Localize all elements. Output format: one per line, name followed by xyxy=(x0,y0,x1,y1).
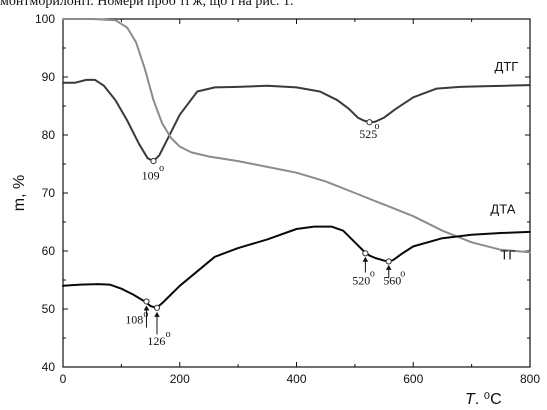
peak-temperature-label: 520 xyxy=(352,274,370,288)
peak-temperature-label: 126 xyxy=(147,334,165,348)
y-tick-label: 50 xyxy=(42,302,56,316)
curves xyxy=(62,18,531,309)
series-line xyxy=(62,225,531,309)
peak-marker xyxy=(362,250,369,257)
degree-symbol: o xyxy=(159,163,164,174)
axes: 0 200 400 600 800 40 50 60 70 80 90 100 xyxy=(35,12,540,386)
peak-marker xyxy=(385,258,392,265)
y-tick-label: 80 xyxy=(42,128,56,142)
arrow-head xyxy=(362,256,369,262)
x-axis-label: T. ⁰C xyxy=(465,391,502,408)
arrow-head xyxy=(154,311,160,317)
x-tick-label: 0 xyxy=(60,372,67,386)
x-tick-label: 400 xyxy=(286,372,306,386)
peak-temperature-label: 560 xyxy=(383,274,401,288)
y-tick-label: 40 xyxy=(42,360,56,374)
x-tick-label: 200 xyxy=(170,372,190,386)
x-axis-label-variable: T xyxy=(465,391,476,408)
peak-marker xyxy=(153,304,161,311)
y-tick-label: 100 xyxy=(35,12,55,26)
peak-temperature-label: 108 xyxy=(125,313,143,327)
x-tick-label: 800 xyxy=(520,372,540,386)
series-line xyxy=(62,78,531,163)
degree-symbol: o xyxy=(400,269,405,280)
peak-marker xyxy=(366,119,373,126)
x-tick-label: 600 xyxy=(403,372,423,386)
y-tick-label: 90 xyxy=(42,70,56,84)
degree-symbol: o xyxy=(375,121,380,132)
degree-symbol: o xyxy=(370,269,375,280)
y-axis-label: m, % xyxy=(11,175,28,211)
series-label: ТГ xyxy=(500,248,515,263)
peak-temperature-label: 109 xyxy=(142,169,160,183)
clipped-caption-text: монтморилоніт. Номери проб ті ж, що і на… xyxy=(0,0,294,9)
x-axis-label-unit: . ⁰C xyxy=(475,391,502,408)
peak-marker xyxy=(143,298,150,305)
y-tick-label: 70 xyxy=(42,186,56,200)
peak-temperature-label: 525 xyxy=(359,127,377,141)
degree-symbol: o xyxy=(143,309,148,320)
degree-symbol: o xyxy=(166,329,171,340)
arrow-head xyxy=(143,305,150,311)
y-tick-label: 60 xyxy=(42,244,56,258)
series-label: ДТГ xyxy=(495,59,519,74)
peak-marker xyxy=(150,158,157,165)
arrow-head xyxy=(385,264,392,270)
series-line xyxy=(62,18,531,254)
series-label: ДТА xyxy=(490,201,515,216)
